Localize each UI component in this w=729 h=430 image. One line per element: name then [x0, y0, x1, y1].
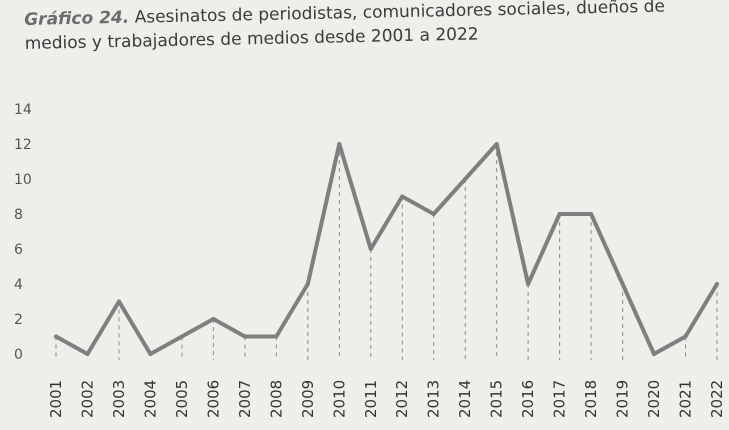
data-point	[652, 352, 657, 356]
data-point	[211, 317, 216, 321]
data-point	[54, 334, 58, 339]
x-tick-label: 2014	[456, 380, 474, 418]
x-tick-label: 2022	[708, 380, 726, 418]
x-tick-label: 2004	[141, 380, 159, 418]
y-tick-label: 4	[14, 277, 23, 293]
x-tick-label: 2020	[645, 380, 663, 418]
x-tick-label: 2011	[362, 380, 380, 418]
data-point	[242, 334, 247, 339]
data-point	[337, 142, 342, 146]
data-point	[274, 334, 279, 339]
y-tick-label: 10	[14, 172, 32, 188]
x-tick-label: 2002	[78, 380, 96, 418]
data-point	[179, 334, 184, 339]
data-point	[683, 334, 688, 339]
data-point	[148, 352, 153, 356]
x-tick-label: 2015	[488, 380, 506, 418]
x-tick-label: 2007	[236, 380, 254, 418]
y-tick-label: 12	[14, 137, 32, 153]
series-line	[54, 142, 719, 356]
x-tick-label: 2021	[677, 380, 695, 418]
data-point	[494, 142, 499, 146]
y-tick-label: 0	[14, 347, 23, 363]
x-tick-label: 2012	[393, 380, 411, 418]
x-tick-label: 2010	[330, 380, 348, 418]
x-tick-label: 2017	[551, 380, 569, 418]
x-tick-label: 2003	[110, 380, 128, 418]
x-tick-label: 2006	[204, 380, 222, 418]
y-tick-label: 2	[14, 312, 23, 328]
y-tick-label: 8	[14, 207, 23, 223]
data-point	[526, 282, 531, 286]
data-point	[400, 194, 405, 199]
x-tick-label: 2016	[519, 380, 537, 418]
data-point	[557, 212, 562, 216]
data-point	[431, 212, 436, 216]
data-point	[305, 282, 310, 286]
x-tick-label: 2005	[173, 380, 191, 418]
y-tick-label: 14	[14, 102, 32, 118]
x-tick-label: 2001	[47, 380, 65, 418]
data-point	[116, 299, 121, 304]
x-tick-label: 2008	[267, 380, 285, 418]
data-point	[620, 282, 625, 286]
data-point	[715, 282, 719, 286]
x-tick-label: 2018	[582, 380, 600, 418]
x-tick-label: 2009	[299, 380, 317, 418]
data-point	[368, 247, 373, 251]
y-tick-label: 6	[14, 242, 23, 258]
data-point	[589, 212, 594, 216]
data-point	[463, 177, 468, 181]
x-tick-label: 2019	[614, 380, 632, 418]
data-point	[85, 352, 90, 356]
x-tick-label: 2013	[425, 380, 443, 418]
